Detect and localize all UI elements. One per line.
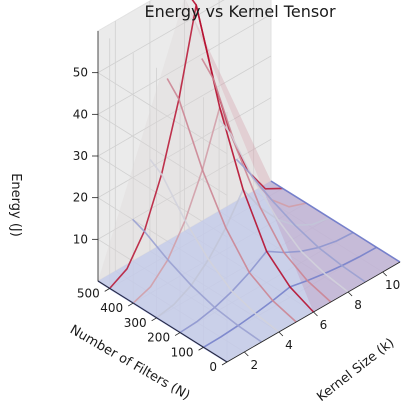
z-tick-label: 10 [73, 232, 88, 246]
y-tick-label: 100 [171, 345, 194, 359]
y-tick-mark [104, 288, 110, 292]
y-tick-mark [127, 302, 134, 307]
y-tick-mark [174, 332, 181, 336]
y-tick-label: 300 [124, 316, 147, 330]
y-tick-mark [198, 346, 204, 351]
chart-title: Energy vs Kernel Tensor [144, 2, 336, 21]
y-tick-label: 400 [100, 301, 123, 315]
y-tick-mark [151, 317, 157, 322]
series-line-13 [270, 180, 401, 263]
x-tick-mark [278, 331, 284, 337]
series-line-12 [235, 158, 366, 283]
z-tick-label: 20 [73, 191, 88, 205]
x-tick-label: 8 [354, 298, 362, 312]
x-tick-mark [347, 291, 353, 297]
series-line-11 [218, 118, 349, 293]
surface-face [98, 0, 314, 362]
y-axis-line [97, 280, 228, 363]
series-line-7 [149, 158, 280, 333]
x-tick-label: 10 [385, 278, 400, 292]
z-tick-label: 30 [73, 149, 88, 163]
z-tick-label: 40 [73, 107, 88, 121]
x-tick-mark [382, 271, 387, 277]
y-tick-label: 200 [147, 331, 170, 345]
x-tick-label: 2 [250, 358, 258, 372]
y-tick-label: 500 [77, 286, 100, 300]
y-tick-mark [221, 361, 228, 366]
series-line-6 [132, 218, 263, 343]
x-tick-label: 6 [320, 318, 328, 332]
x-tick-label: 4 [285, 338, 293, 352]
z-tick-label: 50 [73, 66, 88, 80]
z-axis-label: Energy (J) [8, 173, 23, 237]
series-line-8 [166, 78, 297, 323]
x-tick-mark [244, 351, 249, 357]
y-axis-label: Number of Filters (N) [67, 322, 192, 403]
surface-face [185, 0, 400, 312]
x-tick-mark [313, 311, 318, 317]
x-axis-label: Kernel Size (k) [314, 336, 397, 405]
y-tick-label: 0 [209, 360, 217, 374]
series-line-9 [191, 0, 315, 313]
series-line-10 [201, 58, 332, 303]
